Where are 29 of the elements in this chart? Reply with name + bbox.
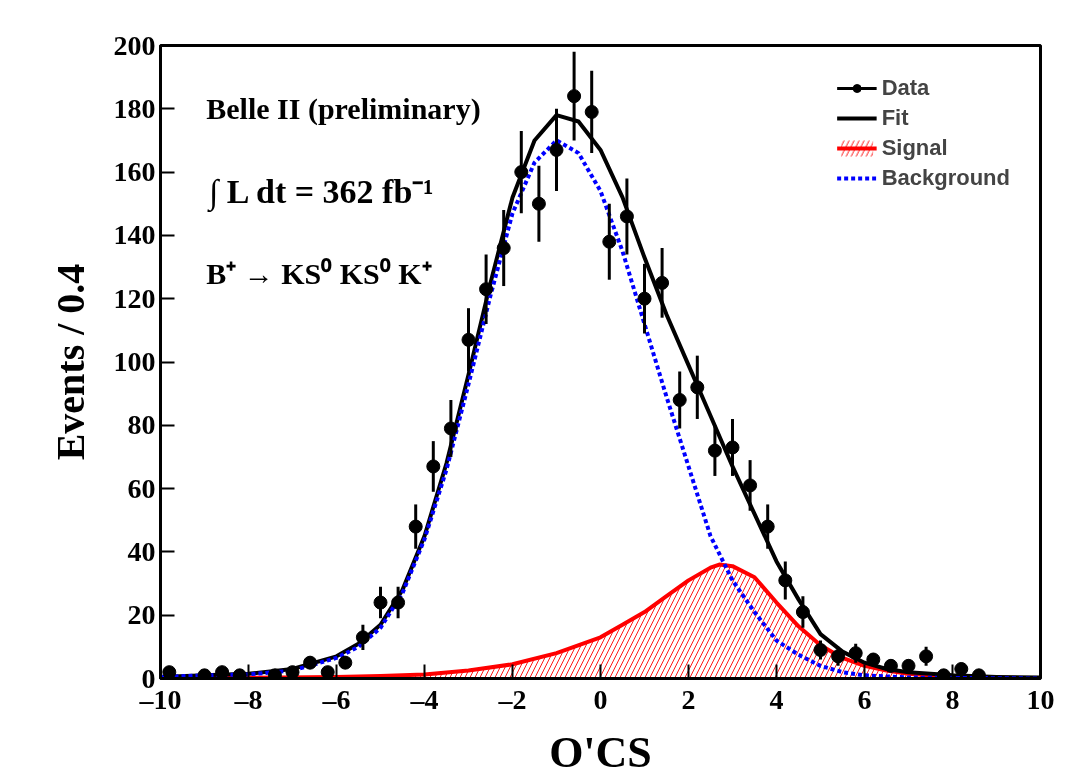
legend-label: Background — [881, 165, 1010, 191]
x-tick-label: 2 — [681, 683, 696, 715]
annotation: Belle II (preliminary) — [206, 92, 481, 127]
x-tick-label: 4 — [769, 683, 784, 715]
legend-label: Data — [881, 75, 930, 101]
y-tick-label: 40 — [127, 535, 156, 567]
annotation: ∫ L dt = 362 fb⁻¹ — [206, 172, 434, 213]
x-tick-label: –2 — [497, 683, 527, 715]
y-tick-label: 100 — [113, 346, 156, 377]
x-tick-label: 10 — [1026, 683, 1055, 715]
annotation: B⁺ → KS⁰ KS⁰ K⁺ — [206, 256, 432, 290]
legend-label: Fit — [881, 105, 909, 131]
y-tick-label: 20 — [127, 599, 156, 631]
x-axis-title: O'CS — [549, 727, 652, 777]
x-tick-label: 0 — [593, 683, 608, 715]
legend-label: Signal — [881, 135, 948, 161]
y-tick-label: 200 — [113, 29, 156, 61]
x-tick-label: –6 — [321, 683, 351, 715]
y-tick-label: 120 — [113, 282, 156, 314]
y-tick-label: 140 — [113, 219, 156, 251]
y-tick-label: 60 — [127, 472, 156, 504]
x-tick-label: 8 — [945, 683, 960, 715]
y-axis-title: Events / 0.4 — [47, 263, 93, 461]
y-tick-label: 80 — [127, 409, 156, 441]
y-tick-label: 180 — [113, 92, 156, 124]
x-tick-label: –8 — [233, 683, 263, 715]
x-tick-label: 6 — [857, 683, 872, 715]
y-tick-label: 160 — [113, 156, 156, 188]
x-tick-label: –4 — [409, 683, 439, 715]
